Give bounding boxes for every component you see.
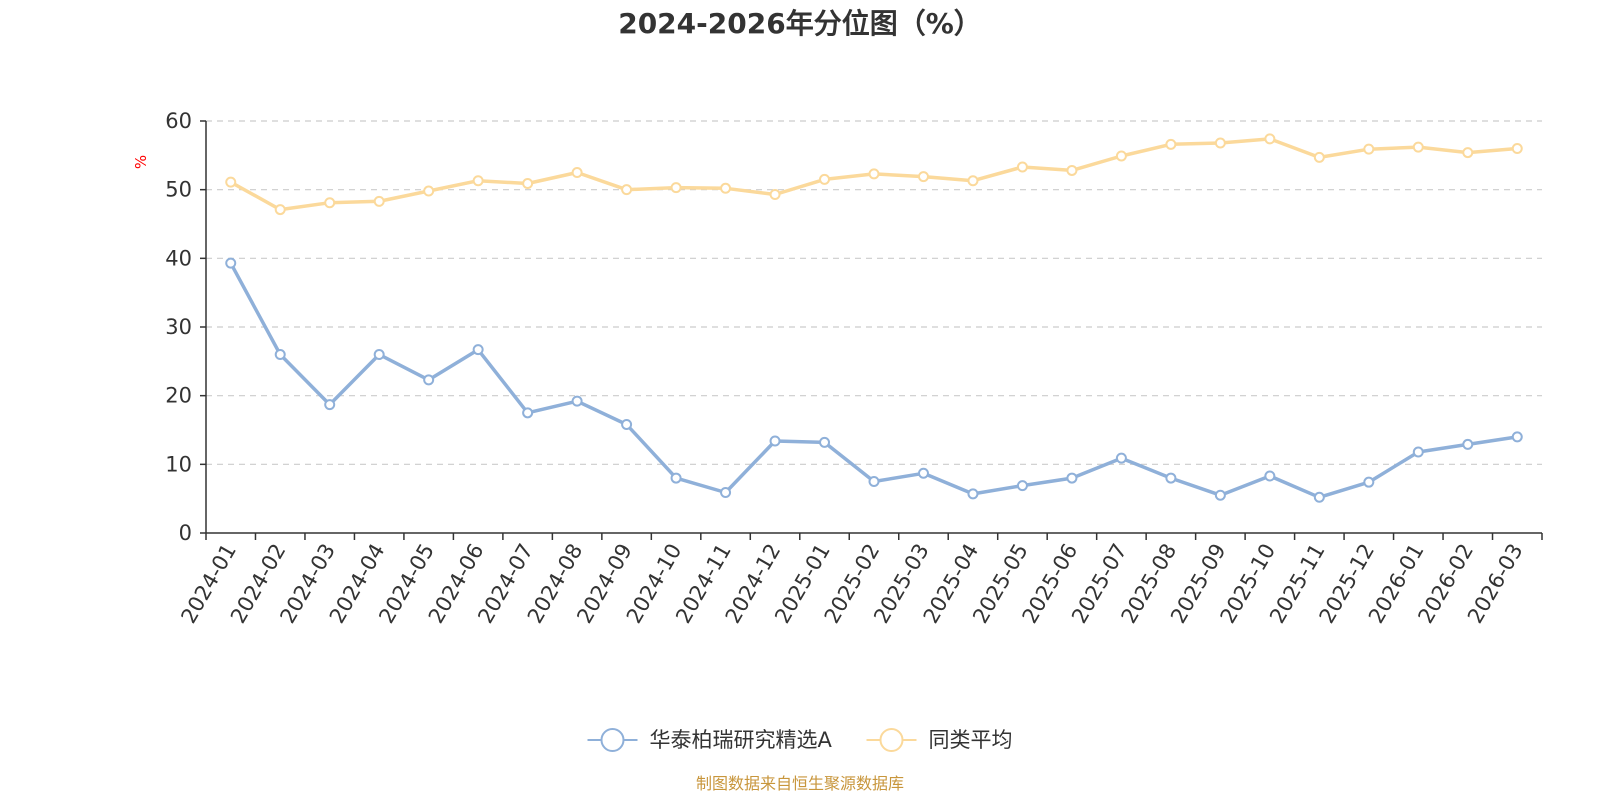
series-2-point bbox=[1462, 147, 1474, 159]
series-2-point bbox=[1313, 151, 1325, 163]
series-2-point bbox=[373, 195, 385, 207]
series-1-point bbox=[917, 467, 929, 479]
series-2-point bbox=[967, 175, 979, 187]
series-1-point bbox=[373, 348, 385, 360]
y-tick-label: 50 bbox=[165, 178, 192, 202]
axes: 01020304050602024-012024-022024-032024-0… bbox=[165, 109, 1543, 627]
series-2-point bbox=[1412, 141, 1424, 153]
series-1-point bbox=[1462, 438, 1474, 450]
series-2-point bbox=[225, 176, 237, 188]
series-1-point bbox=[274, 348, 286, 360]
series-1-point bbox=[423, 374, 435, 386]
series-1-point bbox=[670, 472, 682, 484]
series-2-point bbox=[274, 204, 286, 216]
series-2-point bbox=[1066, 164, 1078, 176]
series-lines bbox=[225, 133, 1523, 503]
series-1-point bbox=[967, 488, 979, 500]
series-1-point bbox=[1313, 491, 1325, 503]
legend-label: 华泰柏瑞研究精选A bbox=[650, 728, 833, 752]
series-1-point bbox=[571, 395, 583, 407]
series-2-point bbox=[917, 171, 929, 183]
series-1-point bbox=[1363, 476, 1375, 488]
series-2-point bbox=[720, 182, 732, 194]
series-2-point bbox=[868, 168, 880, 180]
series-2-point bbox=[1165, 138, 1177, 150]
series-2-point bbox=[819, 173, 831, 185]
series-1-point bbox=[1214, 489, 1226, 501]
series-2-point bbox=[472, 175, 484, 187]
series-1-point bbox=[1016, 480, 1028, 492]
grid-lines bbox=[206, 120, 1542, 465]
y-tick-label: 40 bbox=[165, 246, 192, 270]
series-1-point bbox=[720, 486, 732, 498]
series-1-point bbox=[1066, 472, 1078, 484]
series-1-point bbox=[1412, 446, 1424, 458]
series-2-point bbox=[1115, 150, 1127, 162]
y-tick-label: 20 bbox=[165, 384, 192, 408]
legend-circle-marker bbox=[600, 728, 625, 752]
y-tick-label: 30 bbox=[165, 315, 192, 339]
series-1-point bbox=[225, 257, 237, 269]
series-2-point bbox=[1214, 137, 1226, 149]
chart-title: 2024-2026年分位图（%） bbox=[618, 7, 982, 40]
series-2-point bbox=[1511, 142, 1523, 154]
series-1-point bbox=[1165, 472, 1177, 484]
legend-label: 同类平均 bbox=[929, 728, 1013, 752]
series-2-point bbox=[769, 188, 781, 200]
series-1-point bbox=[472, 344, 484, 356]
series-2-point bbox=[621, 184, 633, 196]
y-tick-label: 10 bbox=[165, 452, 192, 476]
series-2-point bbox=[1264, 133, 1276, 145]
data-source-note: 制图数据来自恒生聚源数据库 bbox=[696, 774, 904, 793]
legend-item-2[interactable]: 同类平均 bbox=[866, 728, 1013, 752]
series-2-point bbox=[423, 185, 435, 197]
series-1-point bbox=[819, 436, 831, 448]
series-1-point bbox=[1264, 470, 1276, 482]
series-2-point bbox=[522, 177, 534, 189]
y-tick-label: 60 bbox=[165, 109, 192, 133]
series-1-point bbox=[769, 435, 781, 447]
series-1-point bbox=[1115, 452, 1127, 464]
legend-circle-marker bbox=[879, 728, 904, 752]
y-axis-unit-label: % bbox=[132, 155, 150, 169]
series-1-point bbox=[621, 419, 633, 431]
y-tick-label: 0 bbox=[179, 521, 192, 545]
legend-item-1[interactable]: 华泰柏瑞研究精选A bbox=[587, 728, 833, 752]
series-1-point bbox=[324, 399, 336, 411]
series-2-point bbox=[571, 167, 583, 178]
series-2-point bbox=[324, 197, 336, 209]
legend: 华泰柏瑞研究精选A 同类平均 bbox=[587, 728, 1013, 752]
series-2-point bbox=[1363, 143, 1375, 155]
series-1-point bbox=[522, 407, 534, 419]
series-2-point bbox=[1016, 161, 1028, 173]
series-2-point bbox=[670, 182, 682, 194]
series-1-point bbox=[868, 476, 880, 487]
series-1-point bbox=[1511, 431, 1523, 443]
